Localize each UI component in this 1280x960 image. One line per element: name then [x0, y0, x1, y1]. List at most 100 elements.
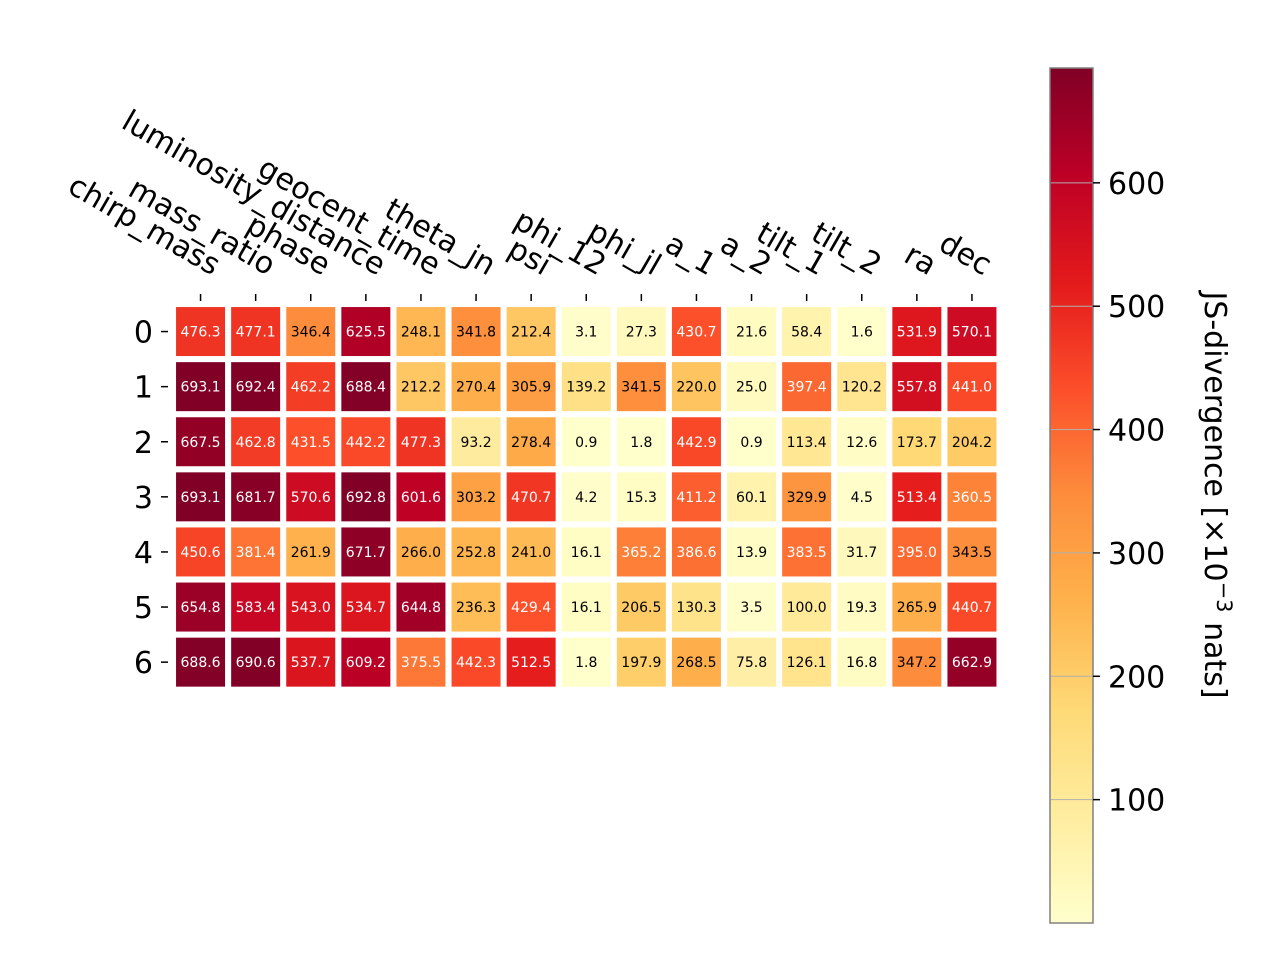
x-tick-label: dec — [933, 226, 997, 283]
heatmap-cell — [616, 362, 666, 412]
heatmap-cell — [286, 362, 336, 412]
heatmap-cell — [451, 417, 501, 467]
y-tick-label: 6 — [134, 646, 153, 681]
heatmap-cell — [396, 582, 446, 632]
cell-value-label: 206.5 — [621, 600, 661, 616]
cell-value-label: 381.4 — [236, 545, 276, 561]
heatmap-cell — [231, 582, 281, 632]
heatmap-cell — [561, 307, 611, 357]
cell-value-label: 100.0 — [787, 600, 827, 616]
cell-value-label: 609.2 — [346, 655, 386, 671]
cell-value-label: 440.7 — [952, 600, 992, 616]
cell-value-label: 442.9 — [676, 435, 716, 451]
cell-value-label: 570.6 — [291, 490, 331, 506]
cell-value-label: 241.0 — [511, 545, 551, 561]
cell-value-label: 130.3 — [676, 600, 716, 616]
heatmap-cell — [231, 527, 281, 577]
cell-value-label: 688.6 — [181, 655, 221, 671]
cell-value-label: 1.6 — [851, 325, 873, 341]
cell-value-label: 278.4 — [511, 435, 551, 451]
heatmap-cell — [176, 417, 226, 467]
cell-value-label: 16.8 — [846, 655, 877, 671]
cell-value-label: 268.5 — [676, 655, 716, 671]
cell-value-label: 13.9 — [736, 545, 767, 561]
cell-value-label: 173.7 — [897, 435, 937, 451]
y-tick-label: 1 — [134, 371, 153, 406]
heatmap-cell — [837, 472, 887, 522]
heatmap-cell — [286, 472, 336, 522]
cell-value-label: 692.4 — [236, 380, 276, 396]
cell-value-label: 3.5 — [740, 600, 762, 616]
cell-value-label: 431.5 — [291, 435, 331, 451]
heatmap-cell — [892, 472, 942, 522]
heatmap-cell — [837, 582, 887, 632]
cell-value-label: 15.3 — [626, 490, 657, 506]
cell-value-label: 197.9 — [621, 655, 661, 671]
heatmap-cell — [341, 417, 391, 467]
cell-value-label: 329.9 — [787, 490, 827, 506]
cell-value-label: 21.6 — [736, 325, 767, 341]
heatmap-cell — [947, 417, 997, 467]
y-tick-label: 0 — [134, 316, 153, 351]
heatmap-cell — [396, 417, 446, 467]
heatmap-cell — [616, 307, 666, 357]
cell-value-label: 0.9 — [575, 435, 597, 451]
colorbar-tick-label: 500 — [1108, 290, 1165, 325]
heatmap-cell — [616, 417, 666, 467]
cell-value-label: 441.0 — [952, 380, 992, 396]
cell-value-label: 16.1 — [571, 545, 602, 561]
colorbar-tick-label: 600 — [1108, 167, 1165, 202]
heatmap-cell — [892, 417, 942, 467]
cell-value-label: 543.0 — [291, 600, 331, 616]
heatmap-cell — [341, 472, 391, 522]
y-axis: 0 1 2 3 4 5 6 — [134, 316, 168, 681]
heatmap-cell — [286, 417, 336, 467]
cell-value-label: 27.3 — [626, 325, 657, 341]
cell-value-label: 395.0 — [897, 545, 937, 561]
cell-value-label: 513.4 — [897, 490, 937, 506]
cell-value-label: 534.7 — [346, 600, 386, 616]
heatmap-cell — [616, 637, 666, 687]
heatmap-cell — [286, 637, 336, 687]
heatmap-cell — [506, 417, 556, 467]
cell-value-label: 266.0 — [401, 545, 441, 561]
heatmap-cell — [671, 527, 721, 577]
cell-value-label: 477.1 — [236, 325, 276, 341]
cell-value-label: 212.4 — [511, 325, 551, 341]
heatmap-cell — [892, 307, 942, 357]
heatmap-cell — [506, 472, 556, 522]
cell-value-label: 19.3 — [846, 600, 877, 616]
cell-value-label: 346.4 — [291, 325, 331, 341]
cell-value-label: 477.3 — [401, 435, 441, 451]
heatmap-cell — [616, 582, 666, 632]
x-tick-label: a_1 — [659, 226, 722, 283]
cell-value-label: 667.5 — [181, 435, 221, 451]
heatmap-cell — [451, 472, 501, 522]
cell-value-label: 0.9 — [740, 435, 762, 451]
y-tick-label: 4 — [134, 536, 153, 571]
cell-value-label: 341.8 — [456, 325, 496, 341]
heatmap-cell — [947, 527, 997, 577]
heatmap-cell — [506, 307, 556, 357]
cell-value-label: 690.6 — [236, 655, 276, 671]
cell-value-label: 442.2 — [346, 435, 386, 451]
cell-value-label: 601.6 — [401, 490, 441, 506]
heatmap-cell — [782, 582, 832, 632]
heatmap-cell — [176, 362, 226, 412]
colorbar-label: JS-divergence [×10−3 nats] — [1197, 289, 1236, 698]
cell-value-label: 60.1 — [736, 490, 767, 506]
heatmap-cell — [892, 637, 942, 687]
cell-value-label: 557.8 — [897, 380, 937, 396]
heatmap-cell — [341, 637, 391, 687]
heatmap-cell — [837, 417, 887, 467]
cell-value-label: 236.3 — [456, 600, 496, 616]
colorbar: 100 200 300 400 500 600 JS-divergence [×10−3 … — [1049, 67, 1236, 924]
heatmap-cell — [561, 582, 611, 632]
cell-value-label: 204.2 — [952, 435, 992, 451]
heatmap-cell — [231, 472, 281, 522]
cell-value-label: 681.7 — [236, 490, 276, 506]
heatmap-cell — [451, 362, 501, 412]
heatmap-cell — [341, 582, 391, 632]
cell-value-label: 113.4 — [787, 435, 827, 451]
heatmap-cell — [561, 637, 611, 687]
